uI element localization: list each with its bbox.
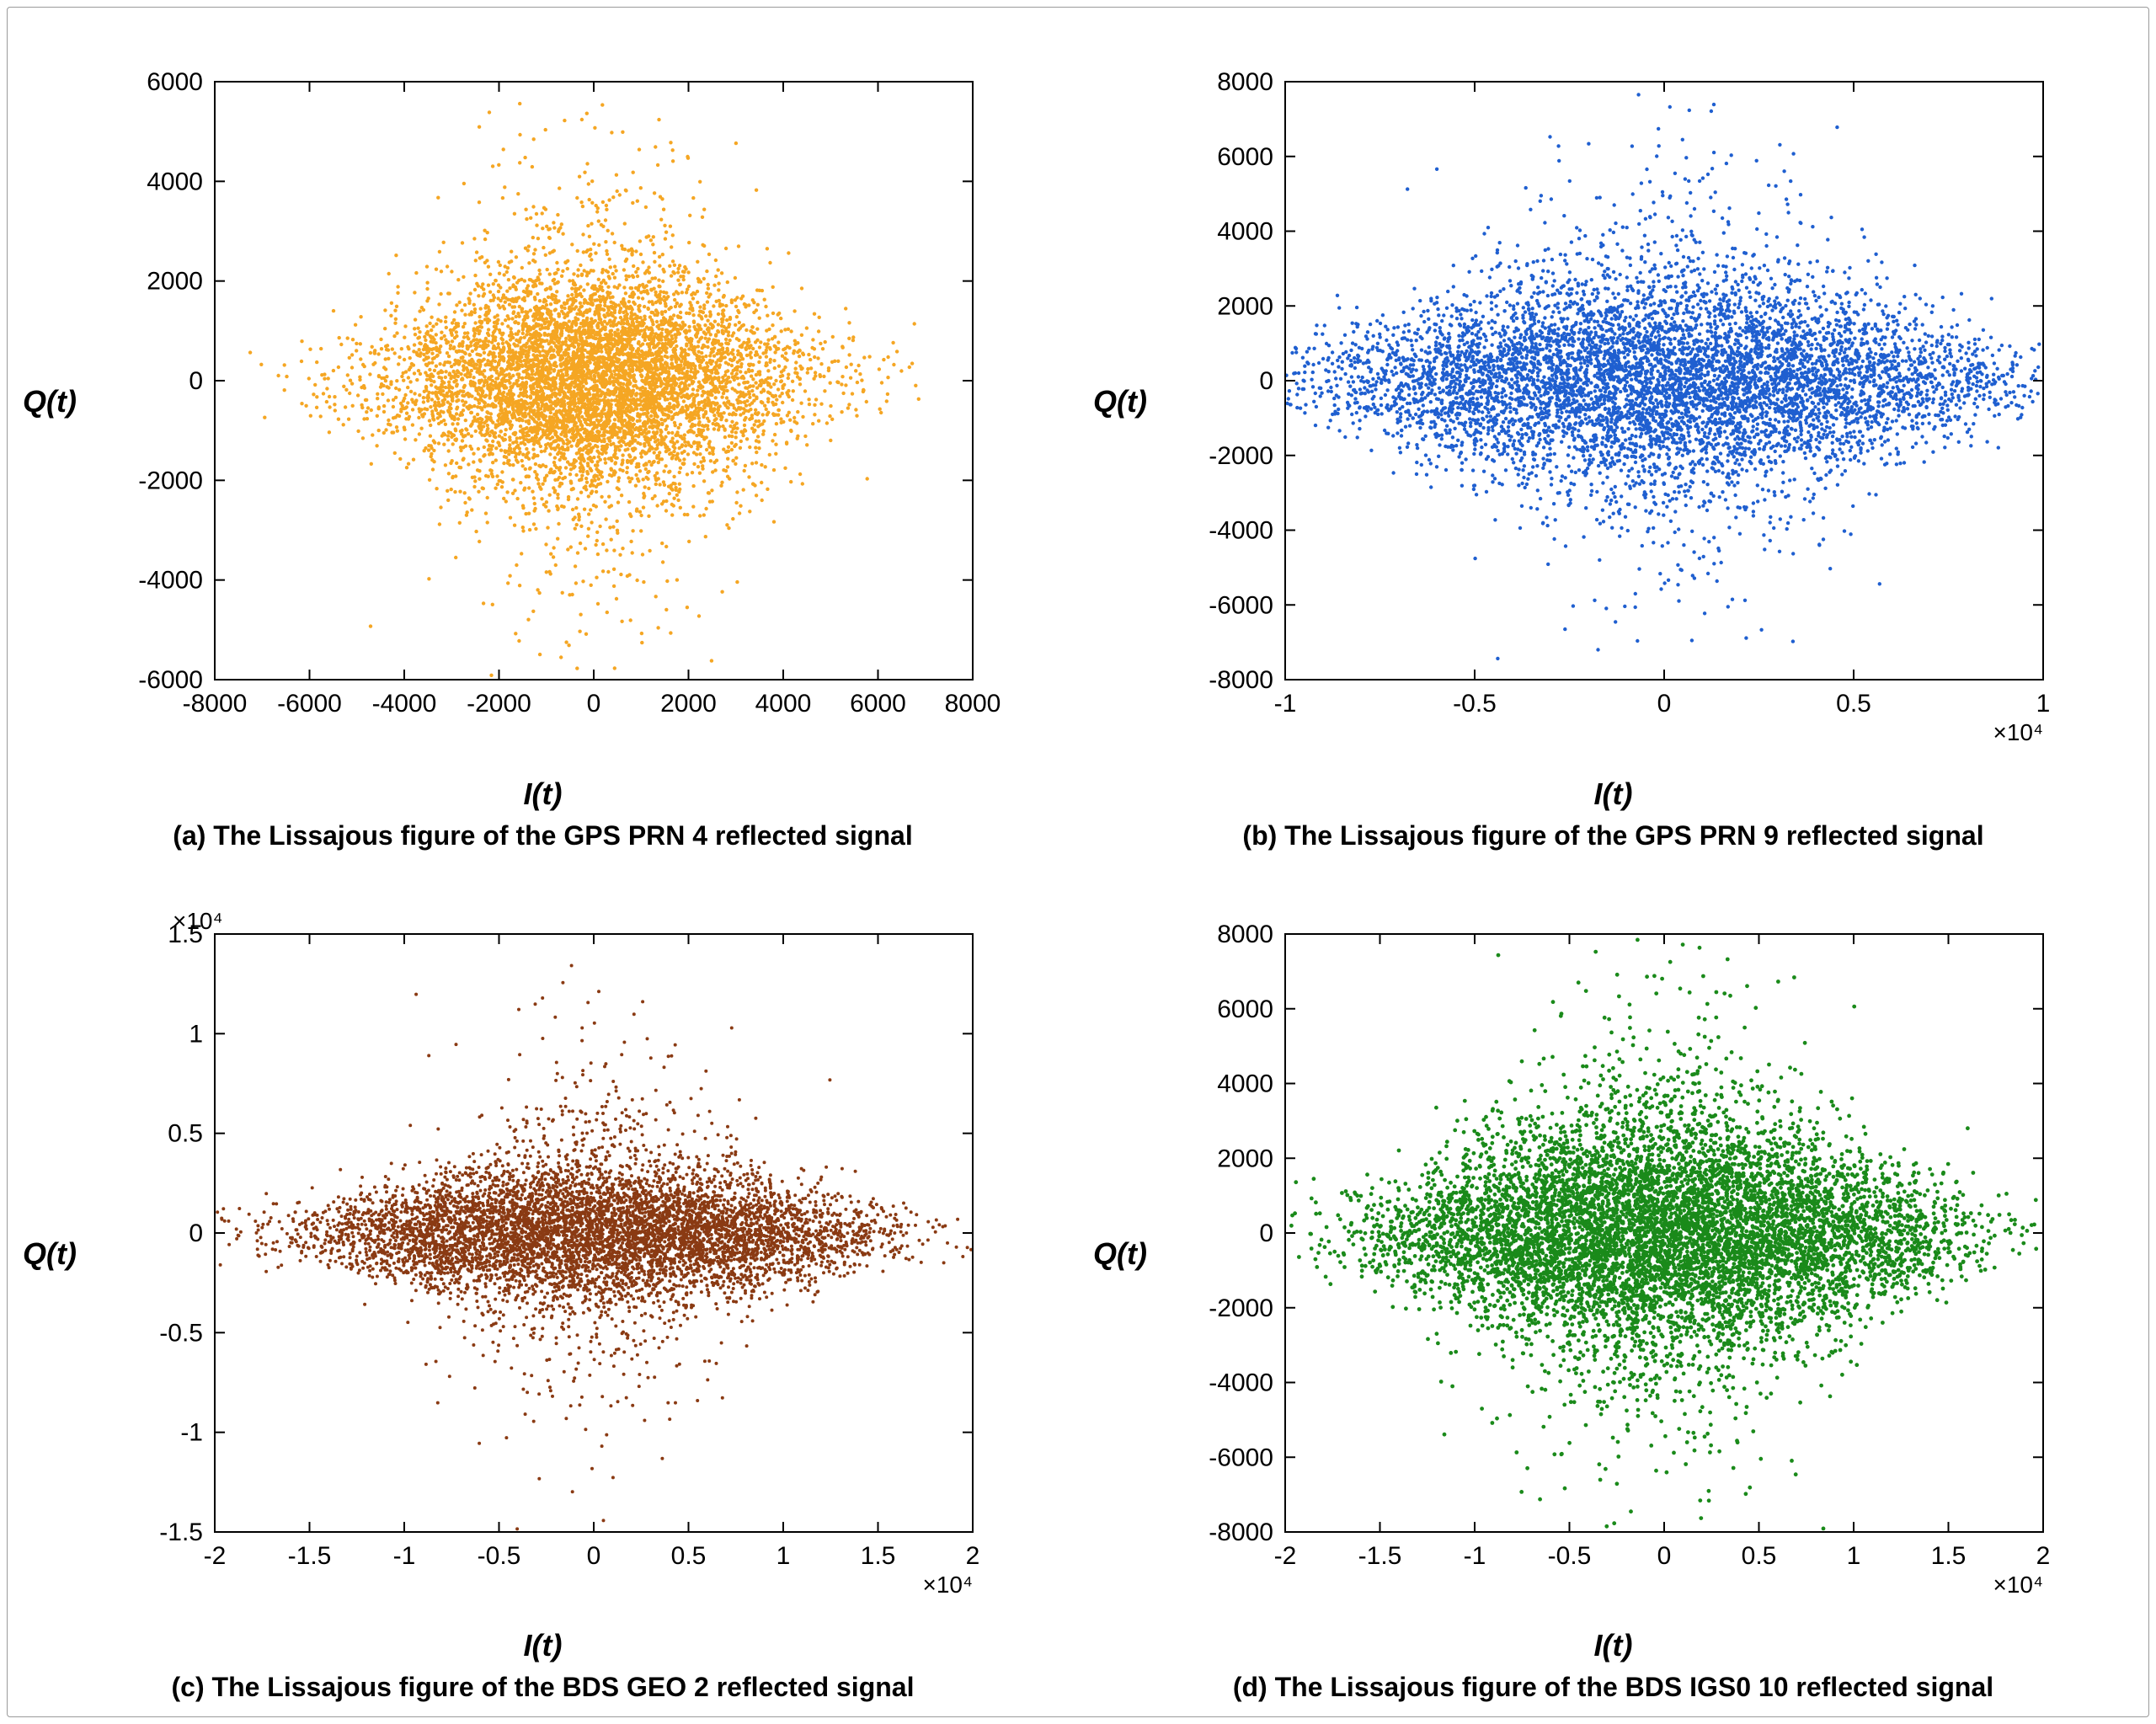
panel-caption: (b) The Lissajous figure of the GPS PRN …: [1242, 820, 1983, 851]
y-axis-label: Q(t): [23, 1236, 77, 1272]
y-axis-label: Q(t): [1093, 1236, 1147, 1272]
scatter-plot-a: -8000-6000-4000-200002000400060008000 -6…: [80, 56, 1006, 747]
panel-b: Q(t) -1-0.500.51 -8000-6000-4000-2000020…: [1088, 24, 2138, 851]
panel-caption: (a) The Lissajous figure of the GPS PRN …: [173, 820, 912, 851]
data-points: [1284, 93, 2041, 660]
data-points: [248, 102, 920, 677]
scatter-plot-d: -2-1.5-1-0.500.511.52 -8000-6000-4000-20…: [1150, 909, 2077, 1599]
panel-c: Q(t) -2-1.5-1-0.500.511.52 -1.5-1-0.500.…: [18, 877, 1068, 1704]
plot-area-c: Q(t) -2-1.5-1-0.500.511.52 -1.5-1-0.500.…: [18, 877, 1068, 1632]
plot-area-d: Q(t) -2-1.5-1-0.500.511.52 -8000-6000-40…: [1088, 877, 2138, 1632]
scatter-plot-c: -2-1.5-1-0.500.511.52 -1.5-1-0.500.511.5…: [80, 909, 1006, 1599]
panel-caption: (c) The Lissajous figure of the BDS GEO …: [172, 1672, 915, 1703]
y-axis-label: Q(t): [1093, 384, 1147, 419]
panel-d: Q(t) -2-1.5-1-0.500.511.52 -8000-6000-40…: [1088, 877, 2138, 1704]
data-points: [216, 963, 973, 1530]
x-axis-label: I(t): [1594, 1628, 1633, 1663]
figure-frame: Q(t) -8000-6000-4000-2000020004000600080…: [7, 7, 2149, 1717]
plot-area-a: Q(t) -8000-6000-4000-2000020004000600080…: [18, 24, 1068, 780]
y-axis-label: Q(t): [23, 384, 77, 419]
panel-caption: (d) The Lissajous figure of the BDS IGS0…: [1233, 1672, 1993, 1703]
x-axis-label: I(t): [1594, 777, 1633, 812]
panel-grid: Q(t) -8000-6000-4000-2000020004000600080…: [18, 24, 2138, 1703]
data-points: [1289, 937, 2038, 1530]
x-axis-label: I(t): [524, 1628, 563, 1663]
x-axis-label: I(t): [524, 777, 563, 812]
panel-a: Q(t) -8000-6000-4000-2000020004000600080…: [18, 24, 1068, 851]
scatter-plot-b: -1-0.500.51 -8000-6000-4000-200002000400…: [1150, 56, 2077, 747]
plot-area-b: Q(t) -1-0.500.51 -8000-6000-4000-2000020…: [1088, 24, 2138, 780]
